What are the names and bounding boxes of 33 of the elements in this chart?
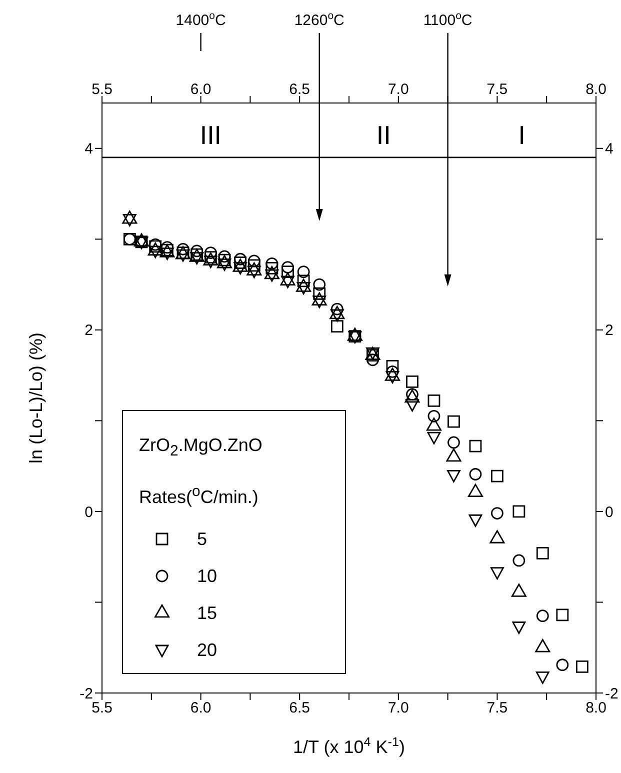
y2-tick-label: 2 <box>605 322 614 340</box>
x2-tick-label: 8.0 <box>586 700 606 717</box>
x-tick-label: 7.5 <box>486 81 508 98</box>
y-tick-label: 0 <box>84 504 93 521</box>
legend-label: 20 <box>197 640 218 661</box>
x2-tick-label: 7.5 <box>486 700 508 717</box>
x2-tick-label: 5.5 <box>92 700 112 717</box>
x-tick-label: 5.5 <box>92 81 112 98</box>
y-tick-label: -2 <box>80 685 93 702</box>
ref-line-label: 1260$^{o}$C <box>294 10 345 29</box>
y-axis-title: ln (Lo-L)/Lo) (%) <box>26 332 46 464</box>
x-axis-title: 1/T (x 10$^{4}$ K$^{-1}$) <box>293 735 405 757</box>
ref-line-label: 1100$^{o}$C <box>423 10 472 29</box>
x2-tick-label: 7.0 <box>388 700 409 717</box>
x-tick-label: 6.5 <box>289 81 310 98</box>
annotation: II <box>376 120 391 150</box>
y2-tick-label: 4 <box>605 140 614 158</box>
annotation: III <box>200 120 222 150</box>
x2-tick-label: 6.0 <box>190 700 212 717</box>
annotation: I <box>518 120 526 150</box>
text: ZrO$_{2}$.MgO.ZnO Rates($^{o}$C/min.) <box>139 435 262 507</box>
legend-label: 5 <box>197 528 208 550</box>
y2-tick-label: -2 <box>605 685 618 702</box>
x-tick-label: 6.0 <box>190 81 212 98</box>
y-tick-label: 4 <box>84 140 93 158</box>
x2-tick-label: 6.5 <box>289 700 310 717</box>
x-tick-label: 7.0 <box>388 81 409 98</box>
legend-label: 15 <box>197 602 218 624</box>
x-tick-label: 8.0 <box>586 81 606 98</box>
legend-label: 10 <box>197 566 218 587</box>
y-tick-label: 2 <box>84 322 93 340</box>
y2-tick-label: 0 <box>605 504 614 521</box>
ref-line-label: 1400$^{o}$C <box>176 10 226 29</box>
